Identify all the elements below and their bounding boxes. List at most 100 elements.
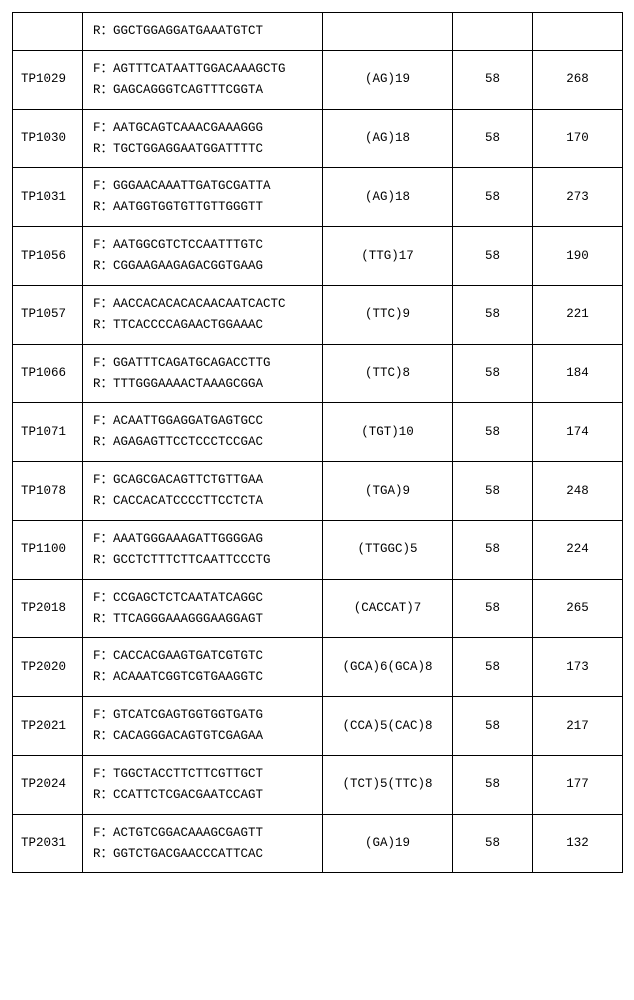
forward-primer: F：AACCACACACACAACAATCACTC bbox=[93, 296, 316, 313]
primer-id: TP1057 bbox=[13, 285, 83, 344]
tm-value: 58 bbox=[453, 109, 533, 168]
primer-sequences: F：ACAATTGGAGGATGAGTGCCR：AGAGAGTTCCTCCCTC… bbox=[83, 403, 323, 462]
product-size: 132 bbox=[533, 814, 623, 873]
table-row: TP2018 F：CCGAGCTCTCAATATCAGGC R：TTCAGGGAAA… bbox=[13, 579, 623, 638]
product-size: 265 bbox=[533, 579, 623, 638]
repeat-motif: (AG)18 bbox=[323, 109, 453, 168]
primer-sequences: F：AACCACACACACAACAATCACTCR：TTCACCCCAGAAC… bbox=[83, 285, 323, 344]
repeat-motif: (CACCAT)7 bbox=[323, 579, 453, 638]
tm-value: 58 bbox=[453, 638, 533, 697]
product-size: 268 bbox=[533, 50, 623, 109]
reverse-primer: R：CACAGGGACAGTGTCGAGAA bbox=[93, 728, 316, 745]
forward-primer: F：AGTTTCATAATTGGACAAAGCTG bbox=[93, 61, 316, 78]
product-size: 190 bbox=[533, 227, 623, 286]
repeat-motif: (AG)19 bbox=[323, 50, 453, 109]
product-size: 170 bbox=[533, 109, 623, 168]
repeat-motif bbox=[323, 13, 453, 51]
tm-value bbox=[453, 13, 533, 51]
table-row: TP2020 F：CACCACGAAGTGATCGTGTC R：ACAAATCGGT… bbox=[13, 638, 623, 697]
product-size: 184 bbox=[533, 344, 623, 403]
product-size: 273 bbox=[533, 168, 623, 227]
product-size bbox=[533, 13, 623, 51]
reverse-primer: R：ACAAATCGGTCGTGAAGGTC bbox=[93, 669, 316, 686]
primer-sequences: F：TGGCTACCTTCTTCGTTGCT R：CCATTCTCGACGAATC… bbox=[83, 755, 323, 814]
table-row: TP1030 F：AATGCAGTCAAACGAAAGGG R：TGCTGGAGGA… bbox=[13, 109, 623, 168]
primer-id: TP2018 bbox=[13, 579, 83, 638]
tm-value: 58 bbox=[453, 814, 533, 873]
repeat-motif: (TCT)5(TTC)8 bbox=[323, 755, 453, 814]
forward-primer: F：AATGGCGTCTCCAATTTGTC bbox=[93, 237, 316, 254]
primer-sequences: F：GTCATCGAGTGGTGGTGATG R：CACAGGGACAGTGTCG… bbox=[83, 697, 323, 756]
primer-id bbox=[13, 13, 83, 51]
table-row: TP1100 F：AAATGGGAAAGATTGGGGAG R：GCCTCTTTCT… bbox=[13, 520, 623, 579]
product-size: 177 bbox=[533, 755, 623, 814]
repeat-motif: (TTGGC)5 bbox=[323, 520, 453, 579]
primer-id: TP1071 bbox=[13, 403, 83, 462]
tm-value: 58 bbox=[453, 520, 533, 579]
reverse-primer: R：TTCAGGGAAAGGGAAGGAGT bbox=[93, 611, 316, 628]
primer-id: TP1029 bbox=[13, 50, 83, 109]
primer-id: TP1066 bbox=[13, 344, 83, 403]
tm-value: 58 bbox=[453, 50, 533, 109]
primer-sequences: F：AGTTTCATAATTGGACAAAGCTG R：GAGCAGGGTCAGT… bbox=[83, 50, 323, 109]
reverse-primer: R：TGCTGGAGGAATGGATTTTC bbox=[93, 141, 316, 158]
primer-id: TP1100 bbox=[13, 520, 83, 579]
table-row: TP2021 F：GTCATCGAGTGGTGGTGATG R：CACAGGGACA… bbox=[13, 697, 623, 756]
primer-id: TP2031 bbox=[13, 814, 83, 873]
tm-value: 58 bbox=[453, 168, 533, 227]
forward-primer: F：GGATTTCAGATGCAGACCTTG bbox=[93, 355, 316, 372]
tm-value: 58 bbox=[453, 403, 533, 462]
reverse-primer: R：GGTCTGACGAACCCATTCAC bbox=[93, 846, 316, 863]
table-row: TP1071F：ACAATTGGAGGATGAGTGCCR：AGAGAGTTCC… bbox=[13, 403, 623, 462]
table-row: TP1078F：GCAGCGACAGTTCTGTTGAAR：CACCACATCC… bbox=[13, 462, 623, 521]
tm-value: 58 bbox=[453, 227, 533, 286]
reverse-primer: R：GGCTGGAGGATGAAATGTCT bbox=[93, 23, 316, 40]
repeat-motif: (GCA)6(GCA)8 bbox=[323, 638, 453, 697]
reverse-primer: R：CCATTCTCGACGAATCCAGT bbox=[93, 787, 316, 804]
table-row: TP2031F：ACTGTCGGACAAAGCGAGTTR：GGTCTGACGA… bbox=[13, 814, 623, 873]
primer-id: TP1030 bbox=[13, 109, 83, 168]
forward-primer: F：AATGCAGTCAAACGAAAGGG bbox=[93, 120, 316, 137]
tm-value: 58 bbox=[453, 755, 533, 814]
primer-sequences: F：ACTGTCGGACAAAGCGAGTTR：GGTCTGACGAACCCAT… bbox=[83, 814, 323, 873]
forward-primer: F：CCGAGCTCTCAATATCAGGC bbox=[93, 590, 316, 607]
tm-value: 58 bbox=[453, 697, 533, 756]
product-size: 221 bbox=[533, 285, 623, 344]
primer-sequences: F：AAATGGGAAAGATTGGGGAG R：GCCTCTTTCTTCAATT… bbox=[83, 520, 323, 579]
primer-sequences: F：GGGAACAAATTGATGCGATTAR：AATGGTGGTGTTGTT… bbox=[83, 168, 323, 227]
table-row: R：GGCTGGAGGATGAAATGTCT bbox=[13, 13, 623, 51]
primer-table: R：GGCTGGAGGATGAAATGTCTTP1029F：AGTTTCATAA… bbox=[12, 12, 623, 873]
forward-primer: F：CACCACGAAGTGATCGTGTC bbox=[93, 648, 316, 665]
table-row: TP1029 F：AGTTTCATAATTGGACAAAGCTG R：GAGCAGG… bbox=[13, 50, 623, 109]
tm-value: 58 bbox=[453, 285, 533, 344]
primer-id: TP2020 bbox=[13, 638, 83, 697]
forward-primer: F：GTCATCGAGTGGTGGTGATG bbox=[93, 707, 316, 724]
product-size: 248 bbox=[533, 462, 623, 521]
forward-primer: F：AAATGGGAAAGATTGGGGAG bbox=[93, 531, 316, 548]
product-size: 217 bbox=[533, 697, 623, 756]
primer-sequences: F：AATGGCGTCTCCAATTTGTC R：CGGAAGAAGAGACGGT… bbox=[83, 227, 323, 286]
repeat-motif: (CCA)5(CAC)8 bbox=[323, 697, 453, 756]
reverse-primer: R：GCCTCTTTCTTCAATTCCCTG bbox=[93, 552, 316, 569]
table-row: TP1066 F：GGATTTCAGATGCAGACCTTG R：TTTGGGAAA… bbox=[13, 344, 623, 403]
reverse-primer: R：TTTGGGAAAACTAAAGCGGA bbox=[93, 376, 316, 393]
forward-primer: F：GCAGCGACAGTTCTGTTGAA bbox=[93, 472, 316, 489]
repeat-motif: (TGT)10 bbox=[323, 403, 453, 462]
primer-id: TP2021 bbox=[13, 697, 83, 756]
product-size: 173 bbox=[533, 638, 623, 697]
forward-primer: F：TGGCTACCTTCTTCGTTGCT bbox=[93, 766, 316, 783]
reverse-primer: R：CGGAAGAAGAGACGGTGAAG bbox=[93, 258, 316, 275]
repeat-motif: (TTG)17 bbox=[323, 227, 453, 286]
reverse-primer: R：GAGCAGGGTCAGTTTCGGTA bbox=[93, 82, 316, 99]
forward-primer: F：GGGAACAAATTGATGCGATTA bbox=[93, 178, 316, 195]
repeat-motif: (TTC)9 bbox=[323, 285, 453, 344]
tm-value: 58 bbox=[453, 579, 533, 638]
primer-sequences: F：CCGAGCTCTCAATATCAGGC R：TTCAGGGAAAGGGAAG… bbox=[83, 579, 323, 638]
primer-id: TP2024 bbox=[13, 755, 83, 814]
primer-sequences: F：GGATTTCAGATGCAGACCTTG R：TTTGGGAAAACTAAA… bbox=[83, 344, 323, 403]
product-size: 224 bbox=[533, 520, 623, 579]
repeat-motif: (GA)19 bbox=[323, 814, 453, 873]
table-row: TP1056F：AATGGCGTCTCCAATTTGTCR：CGGAAGAAGA… bbox=[13, 227, 623, 286]
table-row: TP1057F：AACCACACACACAACAATCACTCR：TTCACCC… bbox=[13, 285, 623, 344]
reverse-primer: R：CACCACATCCCCTTCCTCTA bbox=[93, 493, 316, 510]
